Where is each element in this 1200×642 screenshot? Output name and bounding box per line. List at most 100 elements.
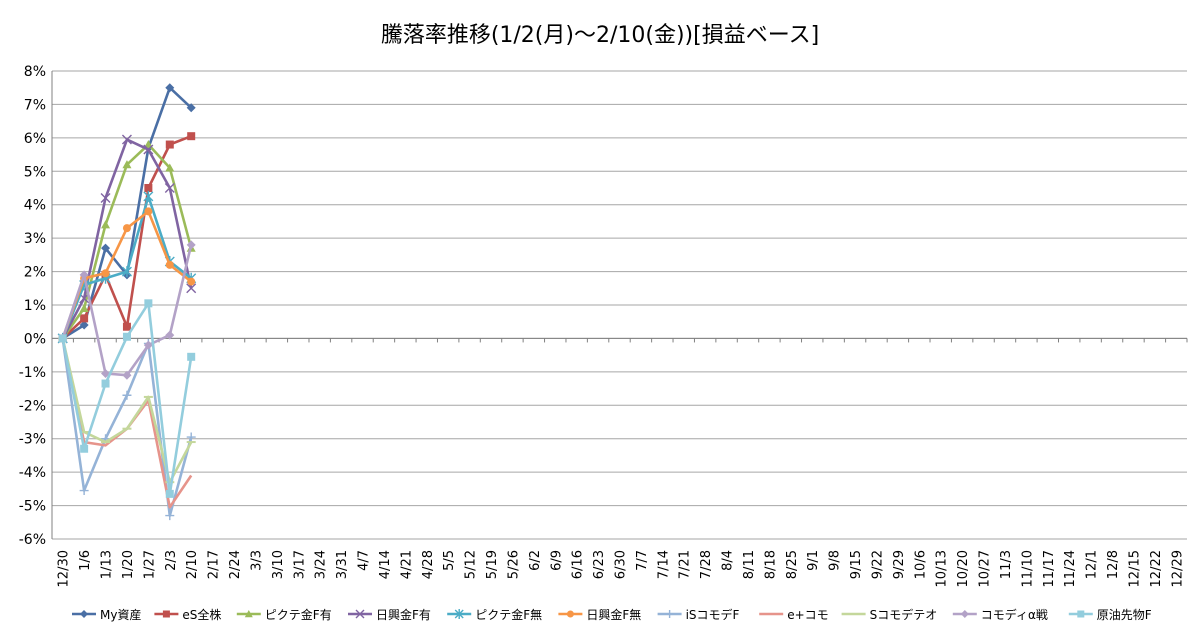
data-point — [187, 352, 196, 361]
data-point — [144, 207, 153, 216]
y-tick-label: 2% — [24, 265, 46, 281]
data-point — [100, 193, 111, 204]
data-point — [122, 370, 132, 380]
x-tick-label: 7/14 — [656, 550, 671, 579]
data-point — [187, 277, 196, 286]
legend-label: コモディα戦 — [981, 607, 1048, 622]
x-tick-label: 3/17 — [292, 550, 307, 579]
data-point — [101, 220, 111, 229]
series-11 — [58, 299, 196, 498]
x-tick-label: 6/2 — [528, 550, 543, 571]
x-tick-label: 11/10 — [1020, 550, 1035, 587]
x-tick-label: 8/25 — [785, 550, 800, 579]
data-point — [186, 283, 197, 294]
data-point — [165, 511, 175, 521]
legend-item: Sコモデテオ — [841, 607, 938, 622]
data-point — [143, 190, 154, 202]
x-tick-label: 12/1 — [1085, 550, 1100, 579]
legend-label: My資産 — [100, 607, 141, 622]
x-tick-label: 6/9 — [549, 550, 564, 571]
data-point — [165, 489, 174, 498]
x-tick-label: 5/12 — [464, 550, 479, 579]
x-tick-label: 1/6 — [78, 550, 93, 571]
x-tick-label: 4/21 — [399, 550, 414, 579]
legend-label: 日興金F無 — [586, 607, 641, 622]
data-point — [186, 432, 196, 442]
x-tick-label: 2/17 — [207, 550, 222, 579]
x-tick-label: 12/22 — [1149, 550, 1164, 587]
data-point — [165, 83, 175, 93]
y-tick-label: 5% — [24, 164, 46, 180]
legend-label: ピクテ金F無 — [475, 607, 542, 622]
data-point — [165, 260, 174, 269]
y-tick-label: 7% — [24, 97, 46, 113]
data-point — [144, 299, 153, 308]
x-tick-label: 4/14 — [378, 550, 393, 579]
x-tick-label: 11/24 — [1063, 550, 1078, 587]
x-tick-label: 12/8 — [1106, 550, 1121, 579]
legend-item: 原油先物F — [1068, 608, 1152, 622]
y-tick-label: -2% — [19, 398, 46, 414]
legend: My資産 eS全株 ピクテ金F有 日興金F有 ピクテ金F無 日興金F無 iSコモデF e+コモ… — [72, 607, 1152, 622]
x-tick-label: 7/21 — [678, 550, 693, 579]
data-point — [79, 270, 89, 280]
legend-item: ピクテ金F無 — [447, 607, 542, 622]
legend-item: eS全株 — [154, 607, 221, 622]
data-point — [79, 303, 89, 312]
x-tick-label: 4/28 — [421, 550, 436, 579]
y-tick-label: -1% — [19, 365, 46, 381]
x-tick-label: 5/19 — [485, 550, 500, 579]
x-tick-label: 9/29 — [892, 550, 907, 579]
data-point — [101, 379, 110, 388]
y-tick-label: 1% — [24, 298, 46, 314]
legend-item: My資産 — [72, 607, 141, 622]
y-tick-label: -6% — [19, 532, 46, 548]
x-tick-label: 4/7 — [357, 550, 372, 571]
data-point — [101, 243, 111, 253]
data-point — [122, 322, 131, 331]
series-layer — [57, 83, 197, 521]
legend-item: 日興金F無 — [558, 607, 641, 622]
y-tick-label: -4% — [19, 465, 46, 481]
x-tick-label: 12/30 — [57, 550, 72, 587]
legend-item: iSコモデF — [657, 607, 740, 622]
data-point — [165, 140, 174, 149]
data-point — [79, 320, 89, 330]
x-tick-label: 5/5 — [442, 550, 457, 571]
legend-marker — [355, 609, 365, 619]
y-tick-label: -3% — [19, 432, 46, 448]
x-tick-label: 2/24 — [228, 550, 243, 579]
x-tick-label: 11/17 — [1042, 550, 1057, 587]
x-tick-label: 8/18 — [763, 550, 778, 579]
data-point — [164, 183, 175, 193]
legend-label: 日興金F有 — [376, 607, 431, 622]
axis-layer: -6% -5% -4% -3% -2% -1% 0% 1% 2% 3% 4% 5% 6% 7% 8% 12/3… — [19, 64, 1188, 587]
x-tick-label: 2/3 — [164, 550, 179, 571]
legend-marker — [454, 609, 464, 619]
x-tick-label: 10/27 — [978, 550, 993, 587]
legend-marker — [960, 610, 969, 618]
x-tick-label: 3/3 — [249, 550, 264, 571]
data-point — [186, 240, 196, 250]
legend-marker — [162, 610, 170, 618]
data-point — [144, 184, 153, 192]
x-tick-label: 12/29 — [1170, 550, 1185, 587]
x-tick-label: 3/31 — [335, 550, 350, 579]
x-tick-label: 8/11 — [742, 550, 757, 579]
data-point — [121, 134, 132, 145]
legend-marker — [80, 610, 88, 618]
data-point — [121, 266, 132, 278]
y-tick-label: 4% — [24, 198, 46, 214]
x-tick-label: 9/15 — [849, 550, 864, 579]
legend-label: Sコモデテオ — [870, 607, 938, 622]
data-point — [186, 103, 196, 113]
x-tick-label: 11/3 — [999, 550, 1014, 579]
legend-item: e+コモ — [759, 608, 829, 622]
data-point — [143, 340, 153, 350]
x-tick-label: 6/16 — [571, 550, 586, 579]
x-tick-label: 7/28 — [699, 550, 714, 579]
data-point — [122, 390, 132, 400]
legend-marker — [244, 610, 253, 618]
